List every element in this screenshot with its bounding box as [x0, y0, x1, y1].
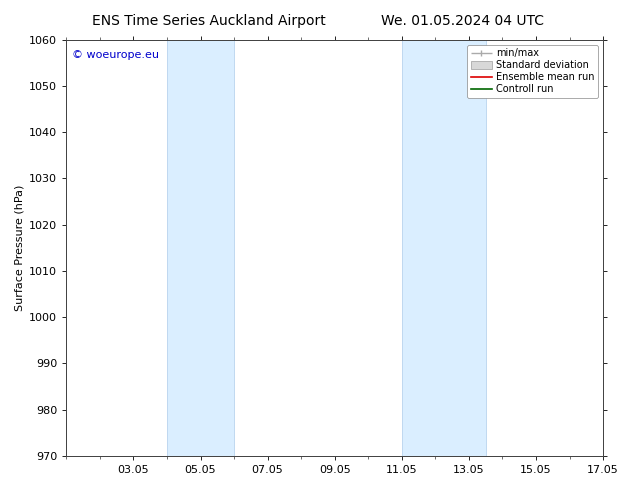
Bar — [402, 40, 486, 456]
Bar — [167, 40, 234, 456]
Y-axis label: Surface Pressure (hPa): Surface Pressure (hPa) — [15, 185, 25, 311]
Legend: min/max, Standard deviation, Ensemble mean run, Controll run: min/max, Standard deviation, Ensemble me… — [467, 45, 598, 98]
Text: © woeurope.eu: © woeurope.eu — [72, 50, 158, 60]
Text: We. 01.05.2024 04 UTC: We. 01.05.2024 04 UTC — [381, 14, 545, 28]
Text: ENS Time Series Auckland Airport: ENS Time Series Auckland Airport — [93, 14, 326, 28]
